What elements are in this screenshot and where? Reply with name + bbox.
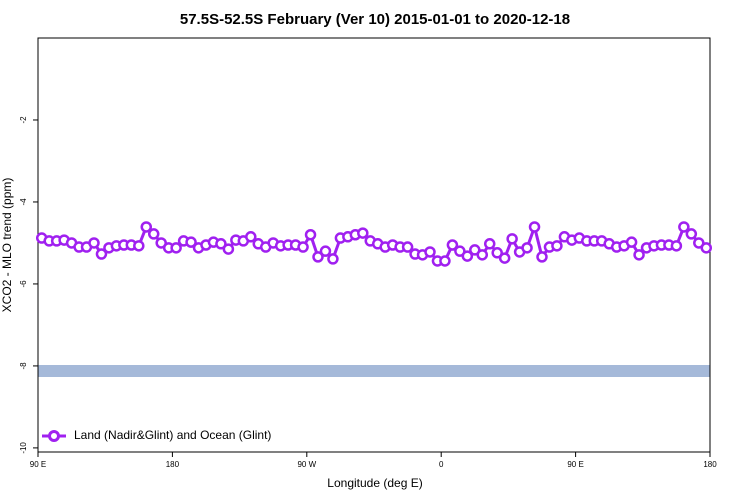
- data-point: [528, 221, 541, 233]
- data-point: [506, 233, 518, 245]
- data-point: [424, 246, 436, 258]
- x-tick-label: 0: [439, 460, 444, 469]
- data-point: [498, 252, 511, 264]
- x-tick-label: 180: [166, 460, 180, 469]
- data-point: [88, 237, 100, 249]
- data-point: [685, 228, 698, 240]
- data-point: [439, 255, 451, 267]
- x-tick-label: 180: [703, 460, 717, 469]
- y-tick-label: -2: [19, 116, 28, 124]
- data-point: [633, 249, 645, 261]
- data-point: [245, 231, 257, 243]
- x-tick-label: 90 W: [297, 460, 316, 469]
- legend: Land (Nadir&Glint) and Ocean (Glint): [42, 428, 271, 442]
- data-point: [401, 241, 414, 253]
- data-point: [483, 238, 496, 250]
- legend-label: Land (Nadir&Glint) and Ocean (Glint): [74, 428, 271, 442]
- data-point: [327, 253, 339, 265]
- data-point: [551, 240, 563, 252]
- chart-title: 57.5S-52.5S February (Ver 10) 2015-01-01…: [180, 11, 570, 28]
- y-tick-label: -10: [19, 442, 28, 454]
- y-tick-label: -6: [19, 280, 28, 288]
- y-axis-label: XCO2 - MLO trend (ppm): [0, 178, 14, 313]
- data-point: [95, 248, 108, 260]
- data-point: [357, 227, 369, 239]
- data-point: [133, 240, 145, 252]
- y-tick-label: -8: [19, 362, 28, 370]
- data-point: [297, 241, 309, 253]
- data-point: [536, 251, 548, 263]
- data-point: [670, 240, 683, 252]
- data-point: [170, 242, 182, 254]
- legend-marker: [48, 430, 60, 442]
- data-point: [700, 242, 713, 254]
- y-tick-label: -4: [19, 198, 28, 206]
- data-point: [222, 243, 235, 255]
- data-point: [476, 249, 489, 261]
- data-point: [319, 245, 332, 257]
- data-point: [521, 242, 533, 254]
- data-point: [625, 236, 638, 248]
- data-point: [185, 236, 197, 248]
- data-point: [678, 221, 690, 233]
- data-point: [491, 247, 503, 259]
- land-band: [38, 365, 710, 377]
- data-point: [446, 239, 459, 251]
- x-tick-label: 90 E: [567, 460, 583, 469]
- x-tick-label: 90 E: [30, 460, 46, 469]
- data-point: [147, 228, 160, 240]
- x-axis-label: Longitude (deg E): [327, 476, 422, 490]
- data-point: [304, 229, 317, 241]
- data-point: [140, 221, 153, 233]
- data-point: [461, 250, 474, 262]
- data-point: [215, 238, 227, 250]
- data-point: [312, 251, 324, 263]
